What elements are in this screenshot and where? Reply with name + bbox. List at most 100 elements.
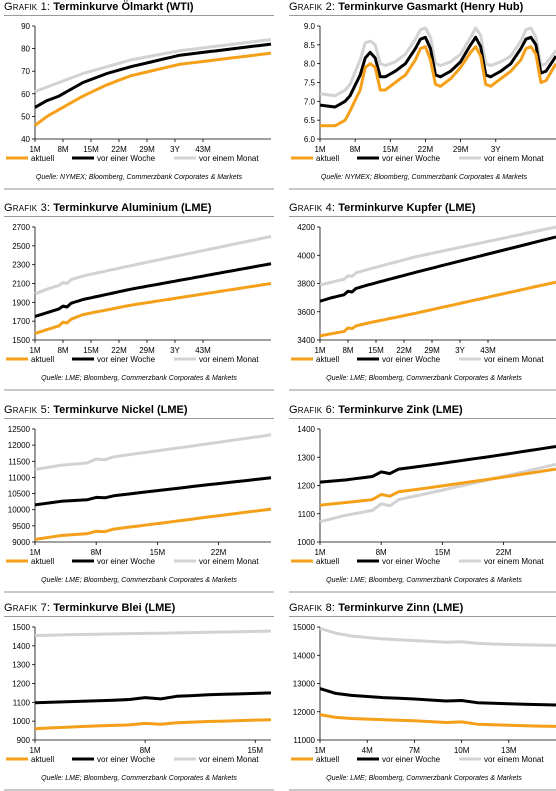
y-tick-label: 14000	[293, 651, 316, 660]
x-tick-label: 3Y	[491, 145, 501, 154]
legend-label-aktuell: aktuell	[31, 557, 54, 566]
x-tick-label: 1M	[314, 548, 325, 557]
y-tick-label: 12000	[293, 708, 316, 717]
x-tick-label: 22M	[396, 346, 412, 355]
chart-title: Grafik 3: Terminkurve Aluminium (LME)	[4, 202, 212, 214]
chart-title-text: Terminkurve Kupfer (LME)	[338, 202, 476, 214]
source-note: Quelle: LME; Bloomberg, Commerzbank Corp…	[41, 577, 237, 584]
y-tick-label: 80	[21, 45, 30, 54]
x-tick-label: 8M	[350, 145, 361, 154]
legend-label-woche: vor einer Woche	[382, 154, 441, 163]
title-divider	[289, 216, 556, 217]
chart-title-text: Terminkurve Aluminium (LME)	[53, 202, 212, 214]
x-tick-label: 15M	[150, 548, 166, 557]
x-tick-label: 1M	[314, 346, 325, 355]
legend-label-monat: vor einem Monat	[484, 154, 544, 163]
chart-panel: Grafik 5: Terminkurve Nickel (LME) 9000 95…	[4, 403, 274, 593]
chart-plot: 3400 3600 3800 4000 4200 1M 8M 15M 22M 29M 3Y 43M ak…	[291, 223, 556, 364]
title-divider	[289, 616, 556, 617]
x-tick-label: 15M	[435, 548, 451, 557]
series-line-aktuell	[319, 280, 556, 338]
legend-label-woche: vor einer Woche	[97, 154, 156, 163]
x-tick-label: 15M	[368, 346, 384, 355]
y-tick-label: 1300	[297, 453, 315, 462]
x-tick-label: 7M	[409, 746, 420, 755]
chart-title: Grafik 5: Terminkurve Nickel (LME)	[4, 404, 188, 416]
series-line-aktuell	[34, 507, 272, 541]
y-tick-label: 7.5	[304, 79, 316, 88]
y-tick-label: 1500	[12, 336, 30, 345]
chart-title-text: Terminkurve Ölmarkt (WTI)	[53, 1, 194, 13]
y-tick-label: 1100	[298, 510, 316, 519]
title-divider	[4, 418, 274, 419]
chart-plot: 900 1000 1100 1200 1300 1400 1500 1M 8M 15M aktuel…	[6, 623, 272, 764]
graphic-number: Grafik 1:	[4, 1, 51, 13]
series-line-monat	[34, 38, 272, 93]
graphic-number: Grafik 2:	[289, 1, 336, 13]
x-tick-label: 43M	[195, 145, 211, 154]
x-tick-label: 43M	[195, 346, 211, 355]
legend-label-woche: vor einer Woche	[382, 755, 441, 764]
legend-label-aktuell: aktuell	[316, 355, 339, 364]
series-line-woche	[319, 235, 556, 303]
x-tick-label: 1M	[314, 746, 325, 755]
chart-plot: 1000 1100 1200 1300 1400 1M 8M 15M 22M aktuell vor…	[291, 425, 556, 566]
y-tick-label: 90	[21, 22, 30, 31]
y-tick-label: 1000	[297, 538, 315, 547]
series-line-monat	[34, 629, 272, 637]
series-line-aktuell	[319, 713, 556, 728]
chart-title-text: Terminkurve Gasmarkt (Henry Hub)	[338, 1, 524, 13]
chart-title: Grafik 8: Terminkurve Zinn (LME)	[289, 602, 463, 614]
legend-label-woche: vor einer Woche	[382, 557, 441, 566]
x-tick-label: 8M	[91, 548, 102, 557]
panel-divider	[289, 591, 556, 593]
y-tick-label: 15000	[293, 623, 316, 632]
x-tick-label: 1M	[314, 145, 325, 154]
y-tick-label: 8.0	[304, 60, 316, 69]
series-line-monat	[34, 234, 272, 296]
panel-divider	[289, 389, 556, 391]
title-divider	[289, 15, 556, 16]
y-tick-label: 12500	[8, 425, 31, 434]
chart-panel: Grafik 2: Terminkurve Gasmarkt (Henry Hu…	[289, 0, 556, 190]
panel-divider	[289, 188, 556, 190]
graphic-number: Grafik 6:	[289, 404, 336, 416]
legend-label-monat: vor einem Monat	[199, 557, 259, 566]
x-tick-label: 22M	[111, 346, 127, 355]
y-tick-label: 6.0	[304, 135, 316, 144]
series-line-woche	[34, 262, 272, 318]
source-note: Quelle: LME; Bloomberg, Commerzbank Corp…	[326, 775, 522, 782]
x-tick-label: 1M	[29, 145, 40, 154]
chart-panel: Grafik 8: Terminkurve Zinn (LME) 11000 120…	[289, 601, 556, 791]
series-line-monat	[319, 462, 556, 524]
series-line-aktuell	[34, 51, 272, 127]
legend-label-aktuell: aktuell	[31, 154, 54, 163]
chart-title-text: Terminkurve Zink (LME)	[338, 404, 463, 416]
y-tick-label: 11000	[8, 473, 30, 482]
x-tick-label: 15M	[83, 346, 99, 355]
legend-label-monat: vor einem Monat	[484, 355, 544, 364]
chart-panel: Grafik 1: Terminkurve Ölmarkt (WTI) 40 50 6…	[4, 0, 274, 190]
panel-divider	[4, 188, 274, 190]
chart-plot: 6.0 6.5 7.0 7.5 8.0 8.5 9.0 1M 8M 15M 22M 29M 3Y aktu…	[291, 22, 556, 163]
x-tick-label: 22M	[111, 145, 127, 154]
x-tick-label: 8M	[376, 548, 387, 557]
legend-label-monat: vor einem Monat	[199, 755, 259, 764]
y-tick-label: 1700	[12, 317, 30, 326]
x-tick-label: 43M	[480, 346, 496, 355]
chart-plot: 1500 1700 1900 2100 2300 2500 2700 1M 8M 15M 22M 29…	[6, 223, 272, 364]
series-line-monat	[319, 26, 556, 98]
y-tick-label: 8.5	[304, 41, 316, 50]
series-line-woche	[319, 35, 556, 109]
y-tick-label: 3600	[297, 308, 315, 317]
chart-title: Grafik 1: Terminkurve Ölmarkt (WTI)	[4, 1, 194, 13]
x-tick-label: 1M	[29, 548, 40, 557]
x-tick-label: 8M	[342, 346, 353, 355]
x-tick-label: 3Y	[170, 145, 180, 154]
y-tick-label: 3800	[297, 280, 315, 289]
y-tick-label: 3400	[297, 336, 315, 345]
series-line-monat	[319, 626, 556, 647]
y-tick-label: 2700	[12, 223, 30, 232]
x-tick-label: 29M	[424, 346, 440, 355]
y-tick-label: 1200	[297, 482, 315, 491]
